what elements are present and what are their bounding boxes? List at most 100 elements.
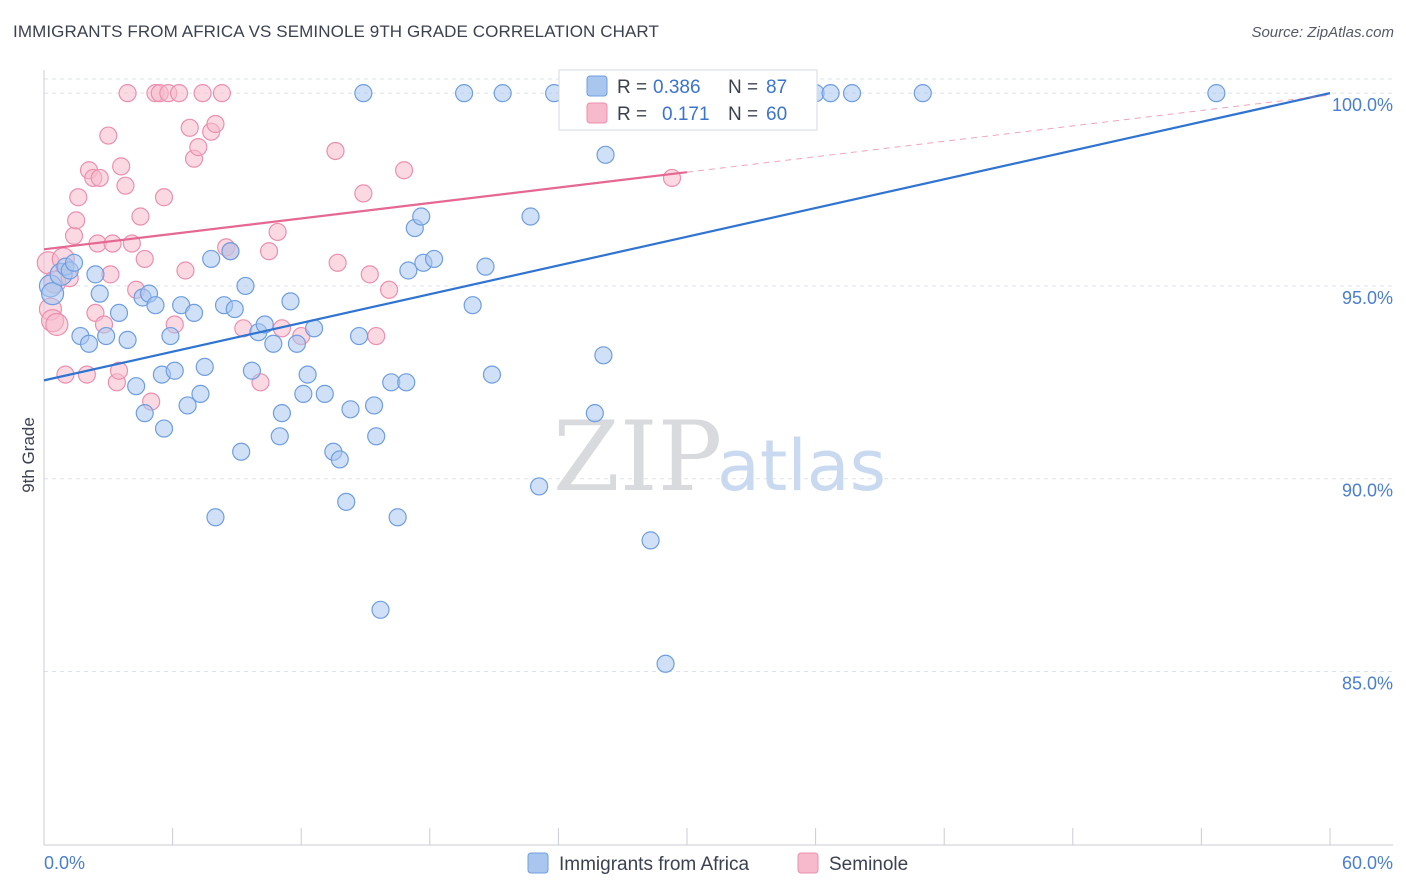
seminole-point bbox=[259, 242, 279, 261]
africa-point bbox=[206, 508, 225, 527]
legend-n-value-pink: 60 bbox=[766, 104, 787, 125]
africa-point bbox=[236, 276, 255, 296]
seminole-point bbox=[328, 253, 347, 272]
bottom-legend-swatch-africa bbox=[527, 852, 549, 874]
africa-point bbox=[118, 330, 137, 350]
seminole-point bbox=[394, 161, 414, 180]
y-tick-labels: 85.0% 90.0% 95.0% 100.0% bbox=[1332, 95, 1393, 693]
watermark: ZIP atlas bbox=[553, 401, 886, 513]
africa-point bbox=[341, 400, 360, 419]
africa-point bbox=[521, 207, 540, 226]
seminole-point bbox=[176, 261, 195, 280]
africa-point bbox=[272, 404, 292, 423]
africa-point bbox=[349, 326, 369, 346]
africa-point bbox=[90, 284, 109, 303]
seminole-point bbox=[367, 326, 386, 346]
seminole-point bbox=[135, 249, 154, 269]
africa-point bbox=[913, 84, 932, 103]
seminole-point bbox=[212, 84, 231, 103]
seminole-point bbox=[193, 84, 212, 103]
y-tick-label: 95.0% bbox=[1342, 288, 1393, 308]
africa-point bbox=[842, 84, 862, 103]
watermark-zip: ZIP bbox=[553, 401, 722, 513]
seminole-point bbox=[118, 84, 137, 103]
bottom-legend-swatch-seminole bbox=[797, 852, 819, 874]
y-axis-label: 9th Grade bbox=[19, 417, 38, 493]
trend-lines bbox=[43, 92, 1331, 382]
africa-point bbox=[191, 384, 210, 403]
africa-point bbox=[493, 84, 512, 103]
africa-point bbox=[337, 492, 356, 511]
source-credit: Source: ZipAtlas.com bbox=[1251, 24, 1394, 41]
legend-n-value-blue: 87 bbox=[766, 77, 787, 98]
africa-point bbox=[530, 477, 549, 496]
africa-point bbox=[454, 84, 474, 103]
seminole-point bbox=[90, 168, 109, 188]
bottom-legend: Immigrants from Africa Seminole bbox=[527, 852, 908, 875]
africa-point bbox=[585, 404, 604, 423]
trend-line-africa bbox=[43, 92, 1331, 382]
africa-point bbox=[641, 531, 660, 550]
seminole-point bbox=[360, 265, 379, 284]
africa-point bbox=[161, 326, 180, 346]
africa-point bbox=[330, 450, 349, 469]
seminole-point bbox=[180, 118, 199, 137]
legend-n-label-pink: N = bbox=[728, 104, 758, 125]
bottom-legend-seminole: Seminole bbox=[829, 854, 908, 875]
africa-point bbox=[79, 334, 99, 353]
seminole-point bbox=[67, 211, 86, 230]
y-tick-label: 85.0% bbox=[1342, 673, 1393, 693]
seminole-point bbox=[662, 168, 682, 188]
seminole-point bbox=[99, 126, 118, 145]
bottom-legend-africa: Immigrants from Africa bbox=[559, 854, 749, 875]
africa-point bbox=[165, 361, 184, 380]
africa-point bbox=[656, 654, 675, 673]
axes bbox=[43, 70, 1393, 846]
legend-n-label-blue: N = bbox=[728, 77, 758, 98]
africa-point bbox=[255, 315, 274, 334]
africa-point bbox=[202, 249, 221, 269]
seminole-point bbox=[131, 207, 150, 226]
africa-point bbox=[388, 508, 407, 527]
africa-point bbox=[270, 427, 289, 446]
legend-r-value-pink: 0.171 bbox=[662, 104, 710, 125]
africa-point bbox=[1207, 84, 1226, 103]
seminole-point bbox=[189, 138, 208, 157]
seminole-point bbox=[326, 141, 345, 161]
seminole-point bbox=[64, 226, 84, 245]
legend-swatch-blue bbox=[586, 75, 608, 97]
africa-point bbox=[298, 365, 317, 384]
africa-point bbox=[127, 377, 146, 396]
seminole-point bbox=[169, 84, 189, 103]
x-tick-label-min: 0.0% bbox=[44, 853, 85, 873]
seminole-point bbox=[354, 184, 373, 203]
seminole-point bbox=[379, 280, 399, 299]
seminole-point bbox=[154, 188, 174, 207]
legend-box: R = 0.386 N = 87 R = 0.171 N = 60 bbox=[558, 69, 818, 131]
africa-point bbox=[135, 404, 154, 423]
trend-line-seminole-extension bbox=[686, 94, 1331, 173]
africa-point bbox=[371, 600, 390, 619]
chart-title: IMMIGRANTS FROM AFRICA VS SEMINOLE 9TH G… bbox=[13, 22, 659, 41]
legend-r-label-blue: R = bbox=[617, 77, 647, 98]
africa-point bbox=[40, 282, 65, 306]
x-tick-label-max: 60.0% bbox=[1342, 853, 1393, 873]
seminole-point bbox=[109, 361, 129, 380]
africa-point bbox=[264, 334, 283, 353]
africa-point bbox=[397, 373, 416, 392]
series-africa-points bbox=[38, 84, 1226, 673]
africa-point bbox=[195, 357, 214, 376]
africa-point bbox=[315, 384, 334, 403]
y-tick-label: 90.0% bbox=[1342, 481, 1393, 501]
africa-point bbox=[476, 257, 495, 276]
africa-point bbox=[294, 384, 313, 403]
africa-point bbox=[287, 334, 307, 353]
africa-point bbox=[242, 361, 262, 380]
africa-point bbox=[221, 242, 240, 261]
africa-point bbox=[482, 365, 502, 384]
africa-point bbox=[232, 442, 251, 461]
seminole-point bbox=[45, 312, 69, 337]
africa-point bbox=[178, 396, 197, 415]
africa-point bbox=[64, 253, 84, 272]
